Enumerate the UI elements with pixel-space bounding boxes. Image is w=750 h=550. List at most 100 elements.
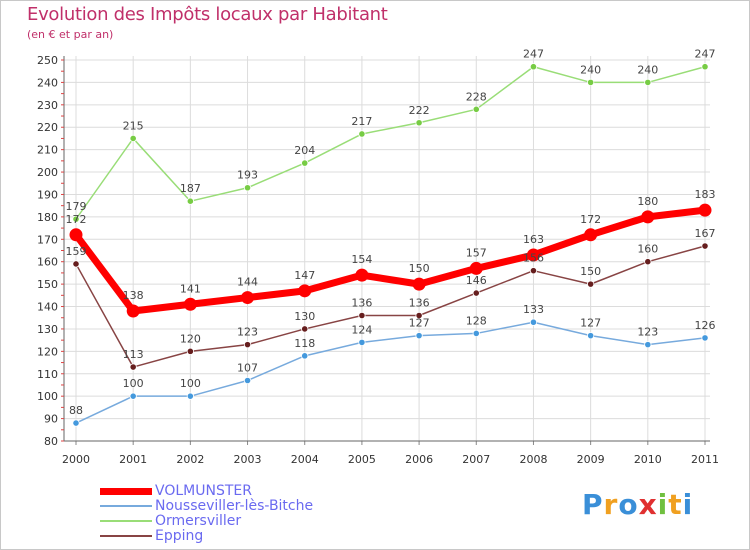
data-label-epping: 150 (580, 265, 601, 278)
data-label-epping: 123 (237, 326, 258, 339)
data-point-epping (644, 258, 652, 266)
data-label-nousseviller-l-s-bitche: 118 (294, 337, 315, 350)
y-tick-label: 220 (37, 121, 58, 134)
data-point-nousseviller-l-s-bitche (301, 352, 309, 360)
x-tick-label: 2010 (634, 453, 662, 466)
data-point-nousseviller-l-s-bitche (72, 419, 80, 427)
data-label-nousseviller-l-s-bitche: 100 (123, 377, 144, 390)
data-label-volmunster: 172 (66, 213, 87, 226)
data-label-ormersviller: 193 (237, 169, 258, 182)
data-point-epping (529, 267, 538, 275)
y-tick-label: 210 (37, 144, 58, 157)
data-label-ormersviller: 247 (523, 48, 544, 61)
data-label-volmunster: 180 (637, 195, 658, 208)
data-label-ormersviller: 247 (695, 48, 716, 61)
y-tick-label: 250 (37, 54, 58, 67)
data-point-volmunster (584, 228, 598, 242)
x-tick-label: 2009 (577, 453, 605, 466)
data-label-ormersviller: 204 (294, 144, 315, 157)
data-label-nousseviller-l-s-bitche: 123 (637, 326, 658, 339)
series-line-volmunster (72, 206, 709, 315)
legend-item-epping: Epping (100, 529, 360, 544)
data-point-ormersviller (243, 184, 252, 192)
data-point-volmunster (126, 304, 140, 318)
y-tick-label: 110 (37, 368, 58, 381)
y-tick-label: 80 (44, 435, 58, 448)
data-label-epping: 136 (409, 296, 430, 309)
logo-letter: o (618, 488, 639, 521)
data-point-nousseviller-l-s-bitche (644, 341, 652, 349)
data-point-epping (587, 280, 595, 288)
data-point-volmunster (469, 261, 483, 275)
data-label-volmunster: 157 (466, 246, 487, 259)
data-label-epping: 136 (351, 296, 372, 309)
y-tick-label: 130 (37, 323, 58, 336)
data-point-epping (472, 289, 480, 297)
x-tick-label: 2001 (119, 453, 147, 466)
x-tick-label: 2005 (348, 453, 376, 466)
data-point-ormersviller (358, 130, 366, 138)
data-label-nousseviller-l-s-bitche: 107 (237, 361, 258, 374)
legend-swatch-ormersviller (100, 520, 152, 522)
legend-swatch-volmunster (100, 487, 152, 495)
data-point-volmunster (698, 203, 712, 217)
series-line-ormersviller (75, 65, 706, 220)
series-line-epping (75, 245, 706, 368)
legend-item-nousseviller-l-s-bitche: Nousseviller-lès-Bitche (100, 499, 360, 514)
legend-label-volmunster: VOLMUNSTER (155, 483, 252, 499)
data-label-epping: 146 (466, 274, 487, 287)
data-point-epping (72, 260, 80, 268)
data-point-nousseviller-l-s-bitche (529, 318, 538, 326)
data-point-nousseviller-l-s-bitche (472, 329, 480, 338)
data-label-volmunster: 144 (237, 276, 258, 289)
data-point-ormersviller (529, 63, 538, 71)
data-point-epping (701, 242, 709, 250)
legend-item-ormersviller: Ormersviller (100, 514, 360, 529)
data-label-ormersviller: 215 (123, 119, 144, 132)
data-label-ormersviller: 187 (180, 182, 201, 195)
data-label-nousseviller-l-s-bitche: 88 (69, 404, 83, 417)
data-label-epping: 160 (637, 243, 658, 256)
legend-label-epping: Epping (155, 528, 204, 544)
grid (64, 56, 710, 442)
data-label-nousseviller-l-s-bitche: 128 (466, 314, 487, 327)
data-label-nousseviller-l-s-bitche: 124 (351, 323, 372, 336)
data-point-ormersviller (186, 197, 194, 205)
y-tick-label: 90 (44, 413, 58, 426)
proxiti-logo: Proxiti (582, 488, 693, 521)
data-label-volmunster: 141 (180, 282, 201, 295)
x-tick-label: 2003 (234, 453, 262, 466)
data-label-volmunster: 154 (351, 253, 372, 266)
logo-letter: t (668, 488, 683, 521)
data-point-nousseviller-l-s-bitche (415, 332, 423, 340)
data-point-epping (243, 341, 252, 349)
data-label-volmunster: 163 (523, 233, 544, 246)
x-tick-label: 2007 (462, 453, 490, 466)
y-tick-label: 140 (37, 301, 58, 314)
data-point-volmunster (412, 277, 426, 291)
y-tick-label: 200 (37, 166, 58, 179)
logo-letter: r (603, 488, 619, 521)
x-tick-label: 2002 (176, 453, 204, 466)
data-label-nousseviller-l-s-bitche: 133 (523, 303, 544, 316)
data-point-volmunster (641, 210, 655, 224)
series (69, 63, 712, 427)
data-point-nousseviller-l-s-bitche (358, 338, 366, 346)
y-tick-label: 170 (37, 233, 58, 246)
data-point-ormersviller (587, 78, 595, 87)
series-line-nousseviller-l-s-bitche (75, 321, 706, 424)
data-point-nousseviller-l-s-bitche (243, 376, 252, 385)
data-label-epping: 113 (123, 348, 144, 361)
data-point-ormersviller (701, 63, 709, 71)
y-tick-label: 240 (37, 76, 58, 89)
legend-swatch-epping (100, 535, 152, 537)
data-point-volmunster (355, 268, 369, 282)
legend-label-nousseviller-l-s-bitche: Nousseviller-lès-Bitche (155, 498, 314, 514)
axes: 8090100110120130140150160170180190200210… (37, 54, 719, 466)
data-label-ormersviller: 222 (409, 104, 430, 117)
x-tick-label: 2008 (519, 453, 547, 466)
data-point-nousseviller-l-s-bitche (587, 332, 595, 340)
data-label-nousseviller-l-s-bitche: 126 (695, 319, 716, 332)
y-tick-label: 100 (37, 390, 58, 403)
